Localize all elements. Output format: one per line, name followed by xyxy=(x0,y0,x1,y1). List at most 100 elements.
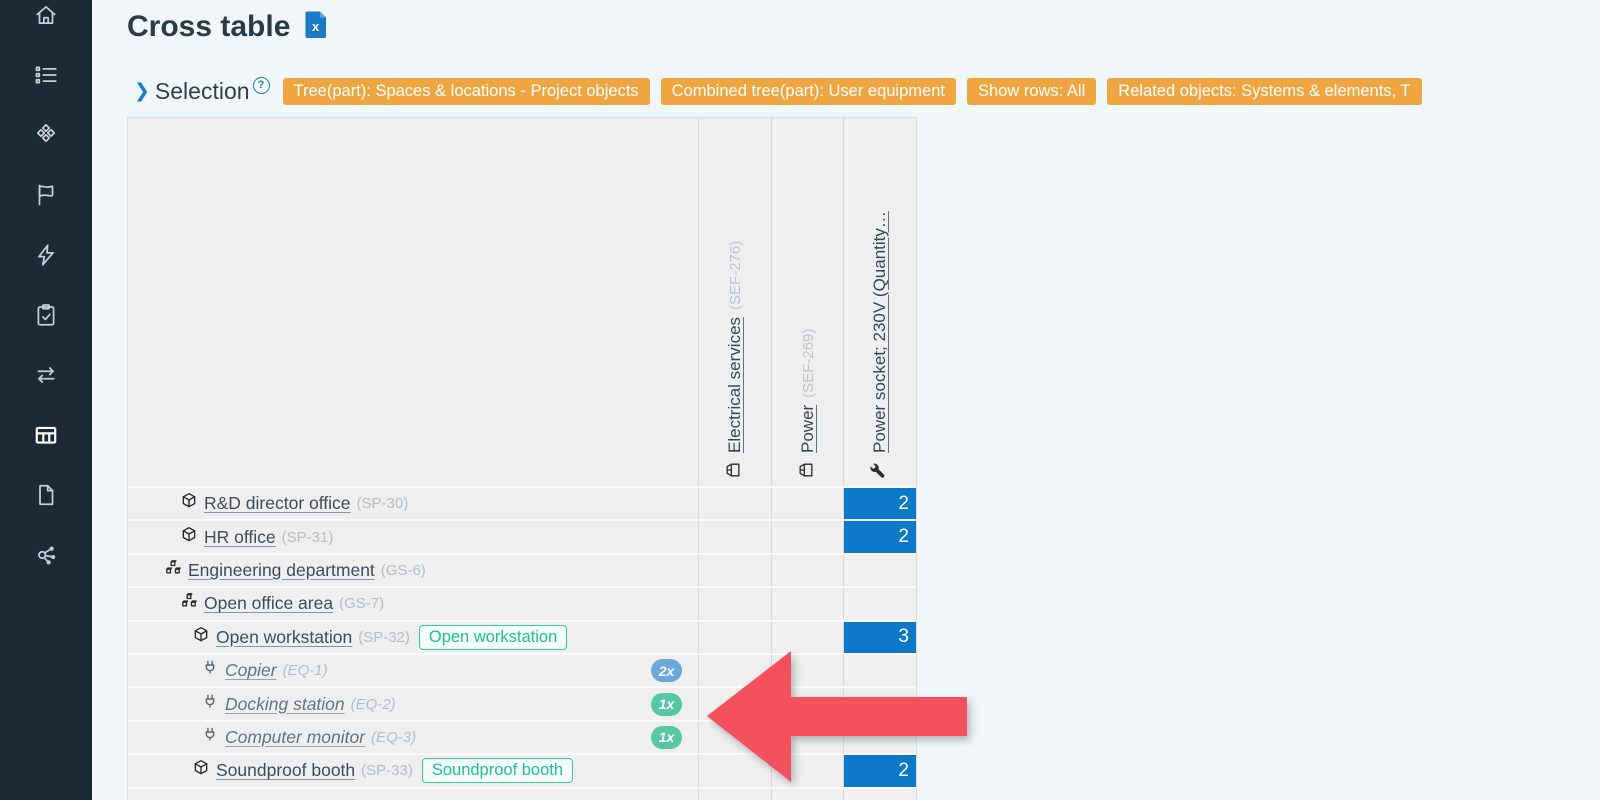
filter-chip-related-objects[interactable]: Related objects: Systems & elements, T xyxy=(1107,77,1422,105)
wrench-icon xyxy=(868,460,893,480)
sidebar-item-documents[interactable] xyxy=(33,484,59,510)
value-cell[interactable]: 2 xyxy=(843,521,916,553)
sidebar-item-cross-table[interactable] xyxy=(33,424,59,450)
column-header-power-socket: Power socket; 230V (Quantity… xyxy=(843,118,916,486)
document-icon xyxy=(33,482,59,513)
count-badge: 1x xyxy=(651,725,682,749)
row-name-link[interactable]: Open workstation xyxy=(216,626,353,647)
cube-icon xyxy=(179,525,204,550)
value-cell-empty xyxy=(771,588,843,620)
sidebar-item-task-list[interactable] xyxy=(33,64,59,90)
cross-table: Electrical services (SEF-276) Power (SEF… xyxy=(127,117,917,800)
type-tag-chip[interactable]: Open workstation xyxy=(418,624,568,650)
value-cell-empty xyxy=(698,621,771,653)
table-row: Engineering department (GS-6) xyxy=(128,554,698,587)
value-cell-empty xyxy=(771,621,843,653)
count-badge: 1x xyxy=(651,692,682,716)
table-row: HR office (SP-31) xyxy=(128,521,698,553)
page-title: Cross table xyxy=(127,10,291,43)
value-cell-empty xyxy=(843,788,916,800)
main-content: Cross table x ❯ Selection ? Tree(part): … xyxy=(92,0,1600,800)
row-code: (GS-7) xyxy=(339,595,385,613)
row-code: (SP-30) xyxy=(356,495,409,513)
row-name-link[interactable]: Docking station xyxy=(225,693,345,714)
flag-icon xyxy=(33,182,59,213)
box-icon xyxy=(723,460,748,480)
filter-chip-tree[interactable]: Tree(part): Spaces & locations - Project… xyxy=(282,77,650,105)
value-cell-empty xyxy=(698,488,771,520)
filter-chips: Tree(part): Spaces & locations - Project… xyxy=(282,77,1422,105)
cross-table-icon xyxy=(33,422,59,453)
row-name-link[interactable]: R&D director office xyxy=(204,493,351,514)
sidebar-item-flag[interactable] xyxy=(33,184,59,210)
sidebar-item-home[interactable] xyxy=(33,4,59,30)
sidebar-item-modules[interactable] xyxy=(33,122,59,153)
table-row: Computer monitor (EQ-3) 1x xyxy=(128,721,698,754)
cluster-icon xyxy=(179,591,204,616)
value-cell[interactable]: 2 xyxy=(843,488,916,520)
filter-chip-combined-tree[interactable]: Combined tree(part): User equipment xyxy=(660,77,956,105)
selection-bar: ❯ Selection ? Tree(part): Spaces & locat… xyxy=(134,76,1600,106)
row-name-link[interactable]: Engineering department xyxy=(188,559,375,580)
help-icon[interactable]: ? xyxy=(252,76,270,94)
table-row: Copier (EQ-1) 2x xyxy=(128,654,698,687)
row-name-link[interactable]: Copier xyxy=(225,660,277,681)
type-tag-chip[interactable]: Soundproof booth xyxy=(421,758,574,784)
row-name-link[interactable]: Soundproof booth xyxy=(216,760,356,781)
value-cell-empty xyxy=(771,488,843,520)
clipboard-check-icon xyxy=(33,302,59,333)
row-name-link[interactable]: HR office xyxy=(204,526,276,547)
column-label[interactable]: Power socket; 230V (Quantity… xyxy=(870,211,889,453)
filter-chip-show-rows[interactable]: Show rows: All xyxy=(966,77,1097,105)
table-row: Soundproof booth (SP-33) Soundproof boot… xyxy=(128,755,698,787)
table-row: Open workstation (SP-32) Open workstatio… xyxy=(128,621,698,653)
column-code: (SEF-276) xyxy=(726,240,744,310)
swap-arrows-icon xyxy=(33,362,59,393)
selection-label[interactable]: Selection xyxy=(154,77,250,104)
table-row: Open office area (GS-7) xyxy=(128,588,698,620)
chevron-right-icon[interactable]: ❯ xyxy=(134,80,150,102)
cube-icon xyxy=(179,491,204,516)
value-cell-empty xyxy=(771,755,843,787)
column-header-electrical-services: Electrical services (SEF-276) xyxy=(698,118,771,486)
modules-icon xyxy=(33,122,59,153)
value-cell-empty xyxy=(771,688,843,720)
row-code: (EQ-2) xyxy=(350,695,396,713)
row-name-link[interactable]: Open office area xyxy=(204,593,334,614)
cube-icon xyxy=(191,758,216,783)
header-corner-cell xyxy=(128,118,698,486)
box-icon xyxy=(796,460,821,480)
sidebar-item-transfer[interactable] xyxy=(33,364,59,390)
value-cell[interactable]: 2 xyxy=(843,755,916,787)
value-cell-empty xyxy=(698,755,771,787)
value-cell-empty xyxy=(771,654,843,687)
excel-export-icon[interactable]: x xyxy=(304,10,329,44)
value-cell-empty xyxy=(771,721,843,754)
value-cell-empty xyxy=(698,788,771,800)
value-cell-empty xyxy=(698,521,771,553)
column-label[interactable]: Electrical services xyxy=(725,316,744,453)
sidebar-item-verification[interactable] xyxy=(33,302,59,333)
plug-icon xyxy=(200,692,225,717)
row-code: (SP-33) xyxy=(361,762,413,780)
plug-icon xyxy=(200,658,225,683)
table-row: Docking station (EQ-2) 1x xyxy=(128,688,698,720)
column-header-power: Power (SEF-269) xyxy=(771,118,843,486)
value-cell-empty xyxy=(698,688,771,720)
sidebar-item-network[interactable] xyxy=(33,544,59,570)
cluster-icon xyxy=(163,558,188,583)
table-row-partial xyxy=(128,788,698,800)
value-cell-empty xyxy=(843,554,916,587)
column-label[interactable]: Power xyxy=(798,404,817,453)
count-badge: 2x xyxy=(651,659,682,683)
row-code: (GS-6) xyxy=(380,561,426,579)
value-cell-empty xyxy=(771,554,843,587)
value-cell-empty xyxy=(771,788,843,800)
row-code: (EQ-1) xyxy=(282,662,328,680)
lightning-icon xyxy=(33,242,59,273)
row-name-link[interactable]: Computer monitor xyxy=(225,726,366,747)
value-cell[interactable]: 3 xyxy=(843,621,916,653)
value-cell-empty xyxy=(771,521,843,553)
sidebar-item-activities[interactable] xyxy=(33,242,59,273)
network-icon xyxy=(33,542,59,573)
